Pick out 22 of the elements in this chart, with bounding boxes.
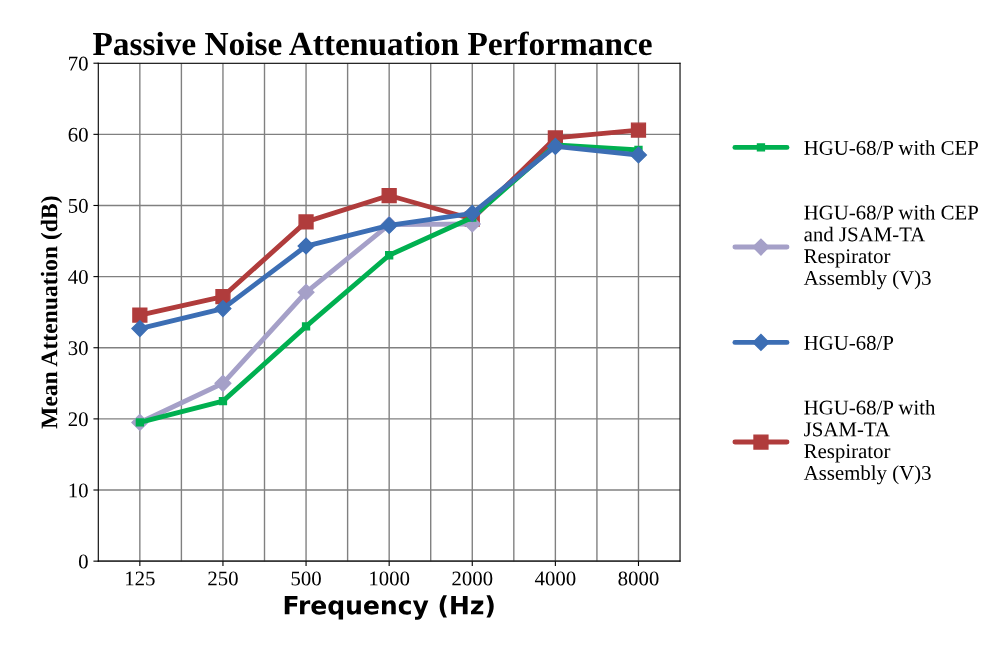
y-tick-label: 20: [68, 412, 88, 427]
y-axis-title: Mean Attenuation (dB): [40, 196, 63, 429]
legend-label: HGU-68/P: [804, 335, 894, 350]
legend-label: HGU-68/P with CEP and JSAM-TA Respirator Assembly (V)3: [803, 204, 978, 290]
y-tick-label: 0: [78, 554, 88, 569]
x-tick-label: 4000: [534, 571, 576, 586]
x-tick-label: 1000: [370, 571, 410, 586]
y-tick-label: 40: [68, 269, 88, 285]
x-tick-label: 8000: [618, 571, 659, 586]
legend-label: HGU-68/P with JSAM-TA Respirator Assembly (V)3: [803, 399, 936, 485]
y-tick-label: 30: [68, 341, 88, 356]
chart-title: Passive Noise Attenuation Performance: [93, 31, 652, 56]
y-tick-label: 70: [69, 56, 88, 71]
x-tick-label: 250: [208, 571, 238, 586]
y-tick-label: 10: [69, 483, 88, 498]
x-tick-label: 500: [291, 571, 321, 586]
y-tick-label: 50: [68, 198, 88, 213]
y-tick-label: 60: [68, 127, 88, 142]
x-axis-title: Frequency (Hz): [284, 595, 494, 620]
x-tick-label: 2000: [452, 571, 493, 586]
x-tick-label: 125: [126, 571, 155, 586]
legend-label: HGU-68/P with CEP: [804, 140, 978, 155]
